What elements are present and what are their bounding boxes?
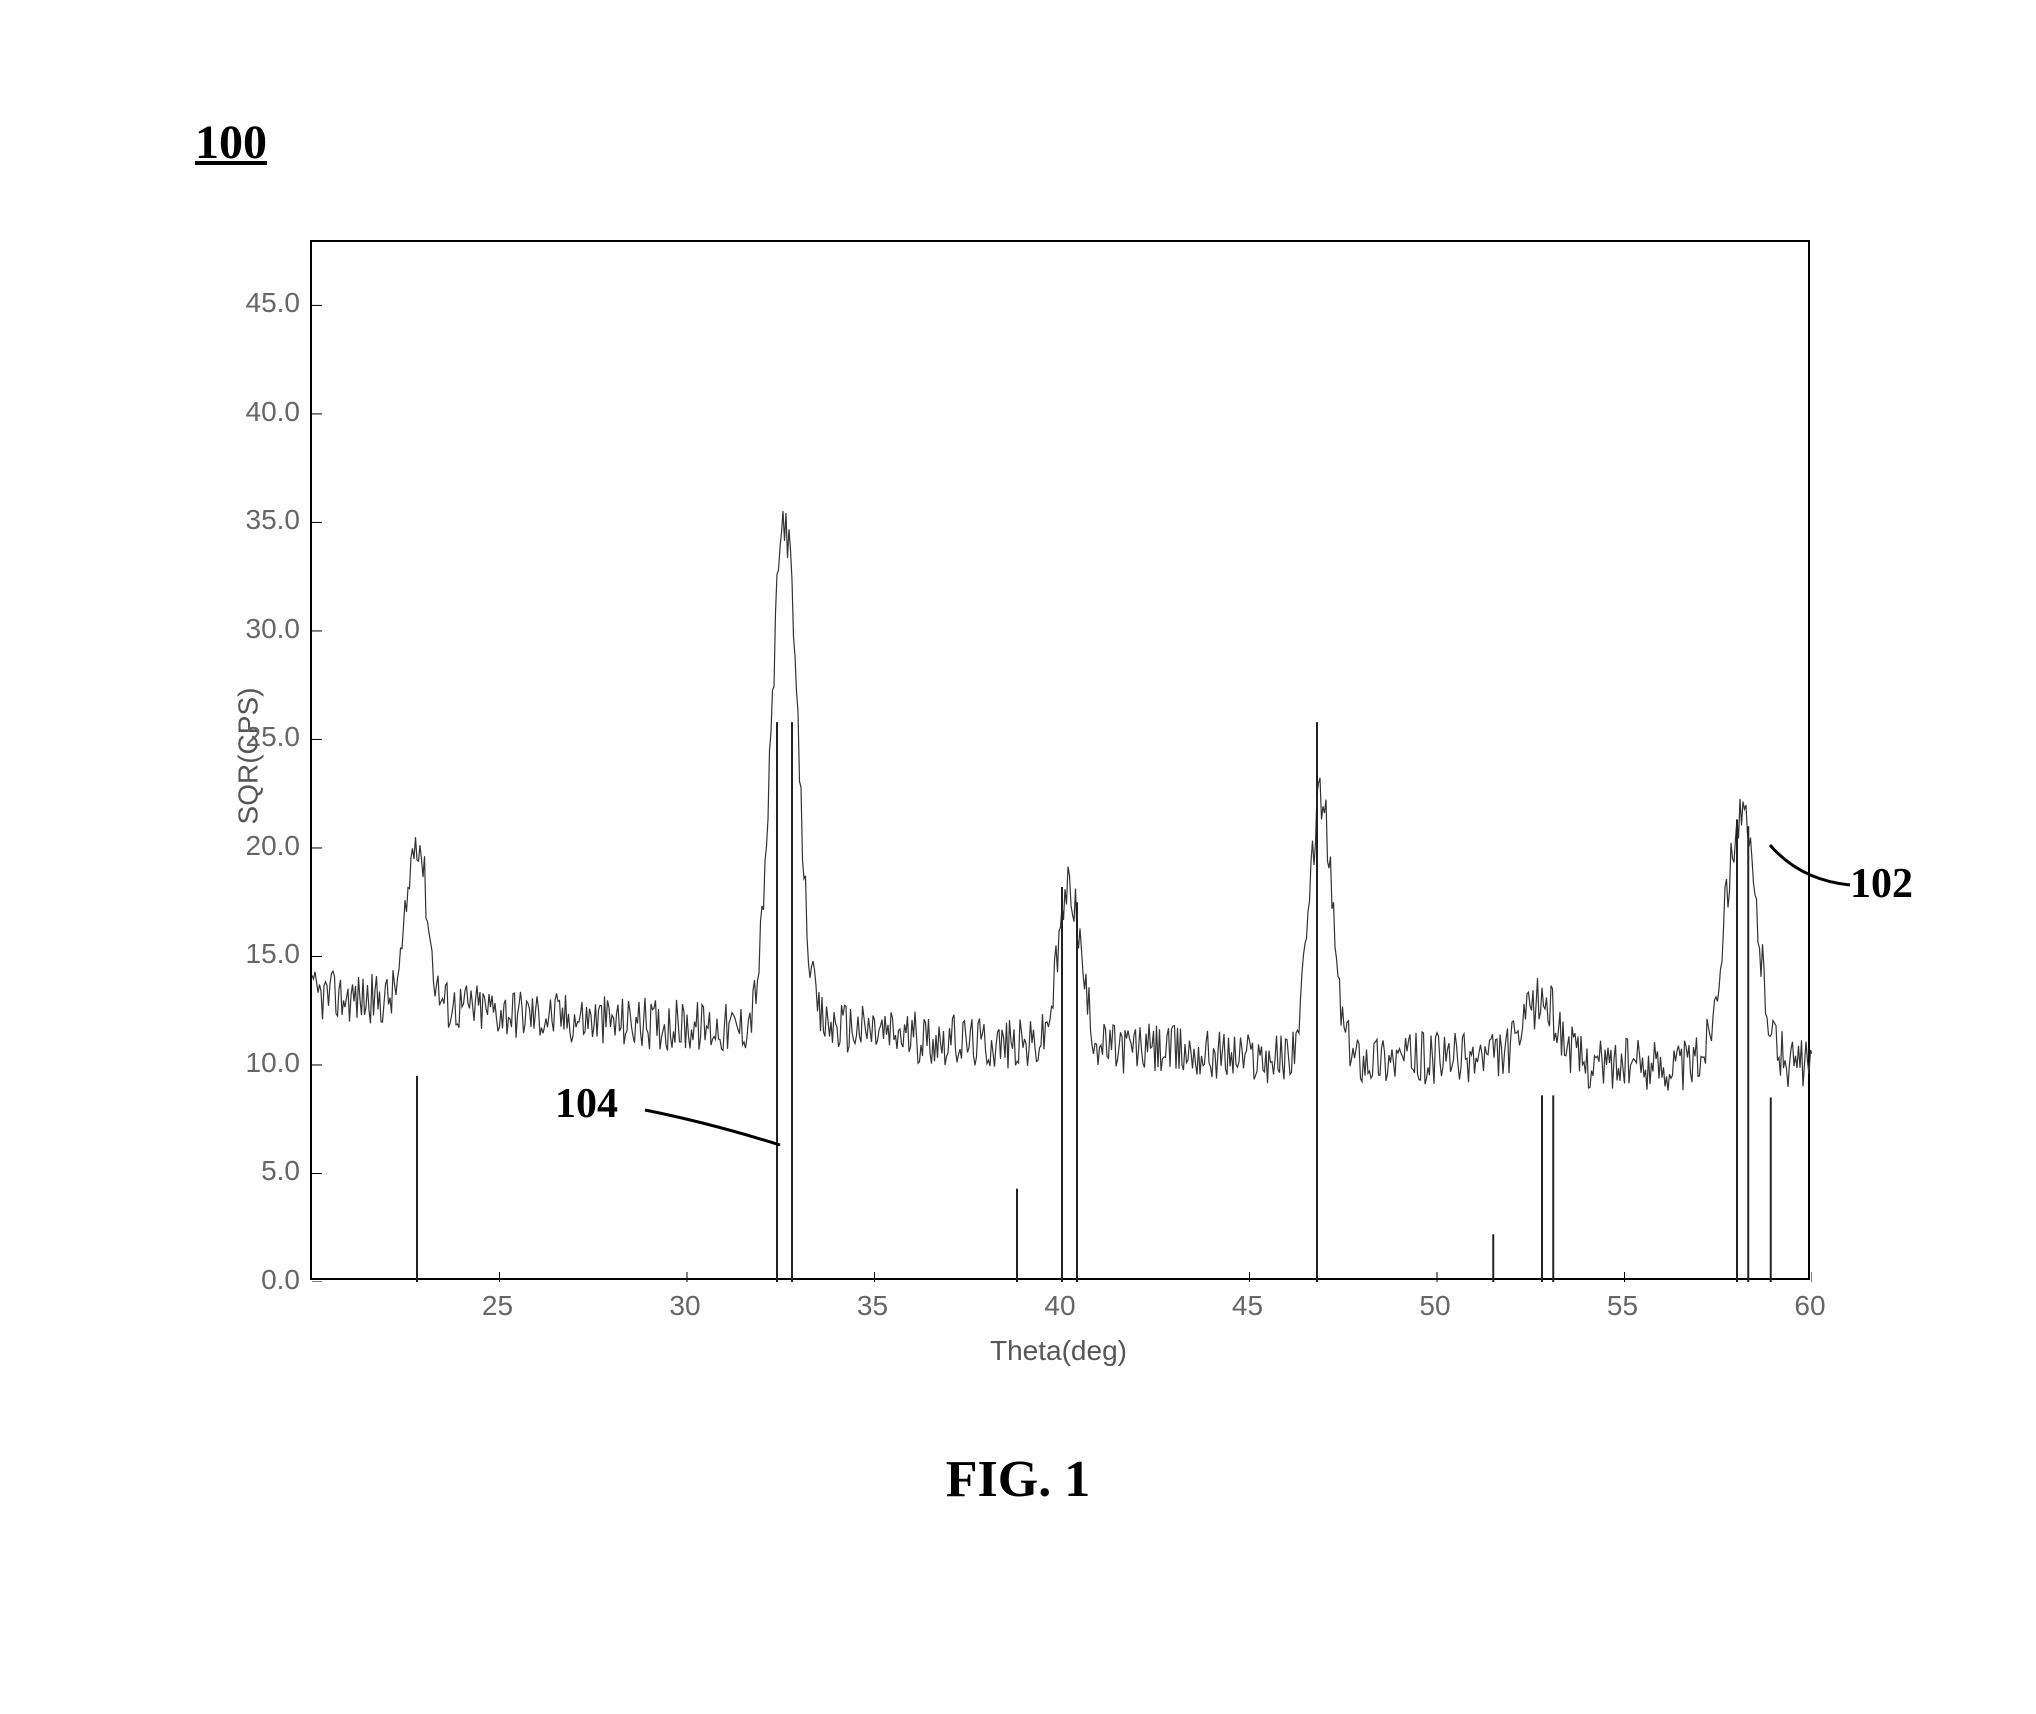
chart-svg xyxy=(312,242,1812,1282)
y-tick-label: 40.0 xyxy=(220,396,300,428)
y-tick-label: 30.0 xyxy=(220,613,300,645)
y-axis-label: SQR(CPS) xyxy=(232,688,264,825)
x-tick-label: 45 xyxy=(1232,1290,1263,1322)
plot-area xyxy=(310,240,1810,1280)
y-tick-label: 15.0 xyxy=(220,938,300,970)
x-tick-label: 35 xyxy=(857,1290,888,1322)
x-tick-label: 40 xyxy=(1044,1290,1075,1322)
y-tick-label: 0.0 xyxy=(220,1264,300,1296)
xrd-chart: SQR(CPS) Theta(deg) 0.0 5.0 10.0 15.0 20.0 25… xyxy=(210,240,1810,1380)
callout-label-104: 104 xyxy=(555,1080,618,1128)
callout-line-102 xyxy=(1760,830,1890,930)
callout-line-104 xyxy=(640,1095,800,1155)
figure-caption: FIG. 1 xyxy=(0,1450,2036,1509)
y-tick-label: 5.0 xyxy=(220,1155,300,1187)
y-tick-label: 10.0 xyxy=(220,1047,300,1079)
figure-number: 100 xyxy=(195,115,267,170)
x-tick-label: 55 xyxy=(1607,1290,1638,1322)
x-tick-label: 60 xyxy=(1794,1290,1825,1322)
x-tick-label: 50 xyxy=(1419,1290,1450,1322)
y-tick-label: 35.0 xyxy=(220,504,300,536)
x-axis-label: Theta(deg) xyxy=(990,1335,1127,1367)
y-tick-label: 25.0 xyxy=(220,721,300,753)
x-tick-label: 30 xyxy=(669,1290,700,1322)
y-tick-label: 20.0 xyxy=(220,830,300,862)
x-tick-label: 25 xyxy=(482,1290,513,1322)
y-tick-label: 45.0 xyxy=(220,287,300,319)
